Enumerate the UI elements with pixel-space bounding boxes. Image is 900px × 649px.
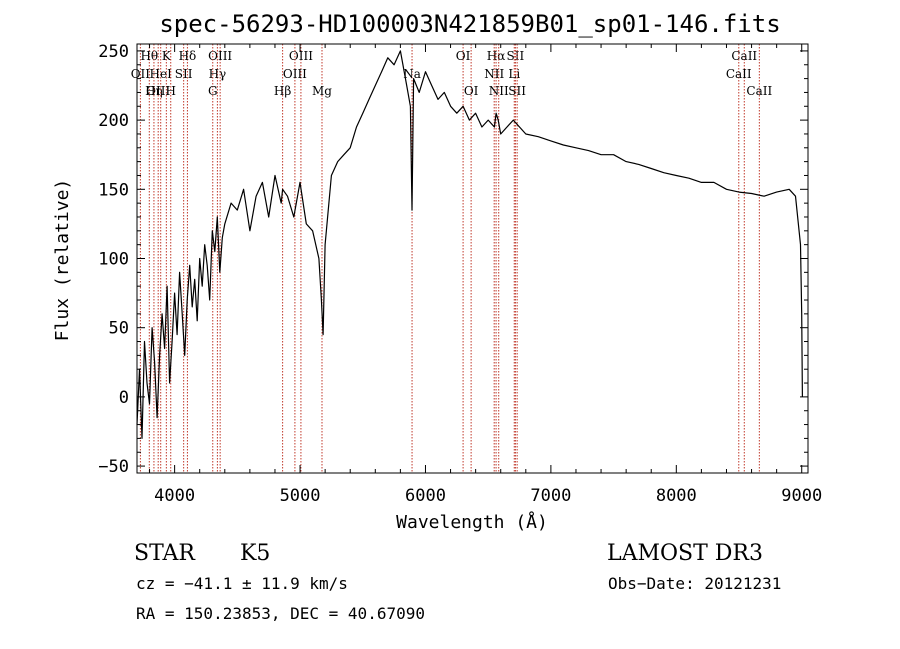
spectrum-line (136, 50, 804, 439)
line-label-24: SII (508, 84, 526, 98)
line-label-11: G (208, 84, 218, 98)
line-label-7: Hδ (179, 49, 197, 63)
line-label-16: Na (403, 67, 421, 81)
spectrum-layer (136, 50, 804, 439)
y-tick-label-6: 250 (98, 42, 129, 62)
x-tick-label-3: 7000 (530, 486, 571, 506)
ra-dec: RA = 150.23853, DEC = 40.67090 (136, 604, 425, 623)
x-tick-label-2: 6000 (405, 486, 446, 506)
x-tick-label-1: 5000 (280, 486, 321, 506)
line-label-19: Hα (487, 49, 506, 63)
object-subclass: K5 (240, 541, 270, 566)
line-label-14: OIII (283, 67, 307, 81)
line-label-27: CaII (746, 84, 772, 98)
line-label-12: Hβ (274, 84, 291, 98)
line-label-15: Mg (312, 84, 332, 98)
plot-frame (136, 43, 809, 474)
line-label-22: Li (508, 67, 520, 81)
line-label-1: OII (131, 67, 151, 81)
line-label-20: SII (507, 49, 525, 63)
y-tick-label-2: 50 (109, 319, 129, 339)
line-label-9: OIII (208, 49, 232, 63)
line-label-6: H (166, 84, 176, 98)
y-tick-label-0: −50 (98, 457, 129, 477)
redshift-cz: cz = −41.1 ± 11.9 km/s (136, 574, 348, 593)
line-label-25: CaII (731, 49, 757, 63)
line-label-10: Hγ (209, 67, 227, 81)
line-label-23: NII (489, 84, 509, 98)
line-label-17: OI (456, 49, 471, 63)
line-label-2: OIII (146, 84, 170, 98)
line-label-8: SII (175, 67, 193, 81)
line-label-18: OI (464, 84, 479, 98)
line-label-13: OIII (289, 49, 313, 63)
chart-title: spec-56293-HD100003N421859B01_sp01-146.f… (159, 10, 780, 38)
obs-date: Obs−Date: 20121231 (608, 574, 781, 593)
line-label-21: NII (484, 67, 504, 81)
line-label-26: CaII (726, 67, 752, 81)
line-label-4: K (162, 49, 172, 63)
x-tick-label-4: 8000 (656, 486, 697, 506)
y-tick-label-3: 100 (98, 250, 129, 270)
x-tick-label-5: 9000 (781, 486, 822, 506)
line-label-5: HeI (150, 67, 173, 81)
y-tick-label-5: 200 (98, 111, 129, 131)
y-tick-label-4: 150 (98, 180, 129, 200)
x-axis-label: Wavelength (Å) (396, 511, 548, 533)
survey-name: LAMOST DR3 (607, 541, 763, 566)
axis-ticks: 4000 5000 6000 7000 8000 9000 −50 0 50 100 150 200 2… (98, 42, 822, 506)
line-label-3: Hη (145, 84, 163, 98)
y-axis-label: Flux (relative) (52, 179, 73, 342)
y-tick-label-1: 0 (119, 388, 129, 408)
object-class: STAR (134, 541, 196, 566)
x-tick-label-0: 4000 (154, 486, 195, 506)
